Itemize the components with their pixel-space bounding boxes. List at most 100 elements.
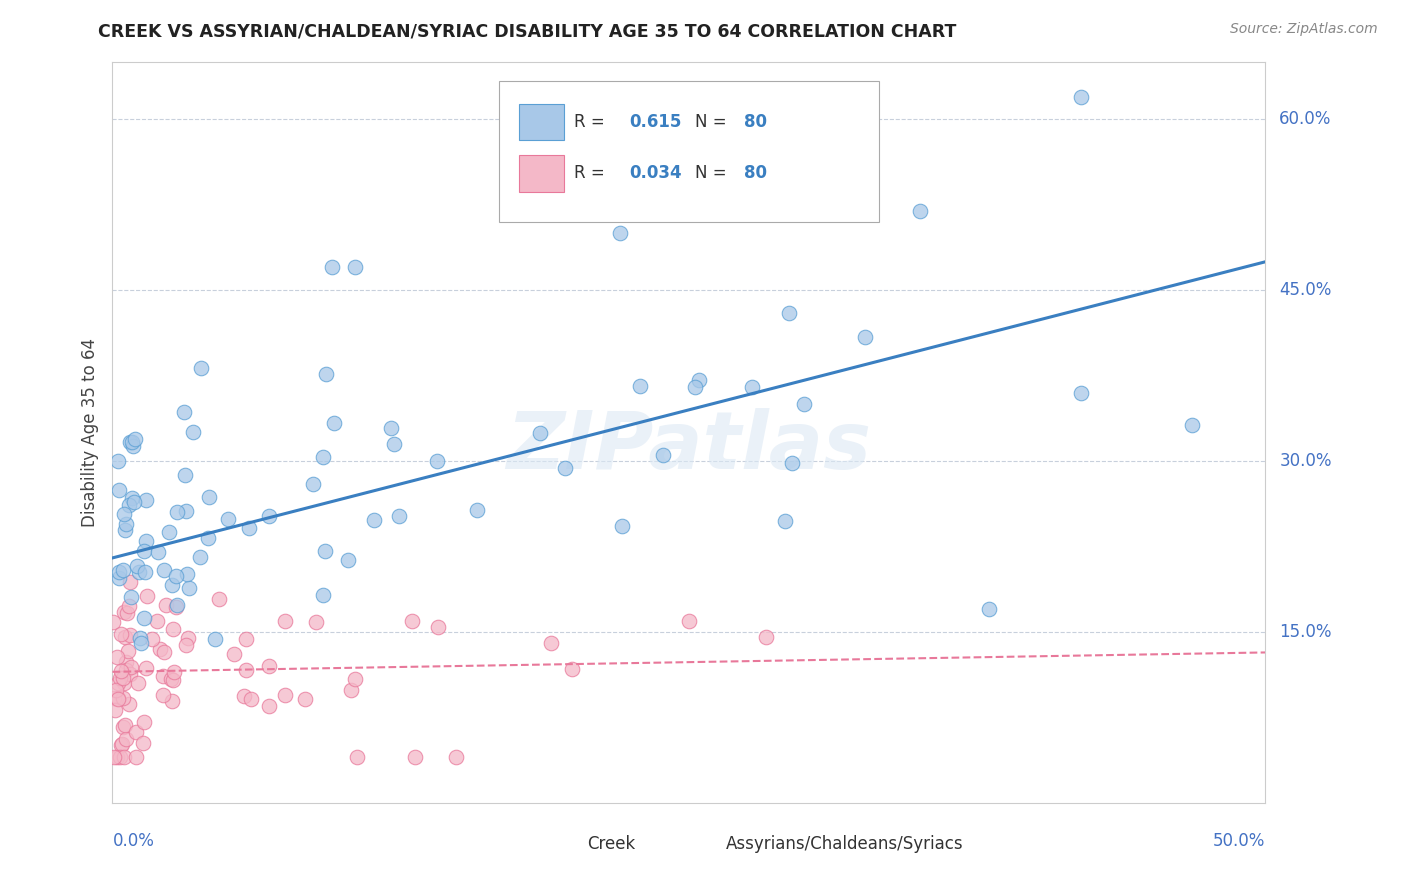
Point	[426, 454, 449, 468]
Point	[165, 599, 187, 614]
Point	[107, 676, 129, 690]
Point	[146, 545, 169, 559]
Point	[127, 676, 149, 690]
Point	[609, 227, 631, 241]
Point	[235, 663, 257, 677]
FancyBboxPatch shape	[519, 103, 564, 140]
Point	[401, 614, 423, 628]
Point	[908, 203, 931, 218]
Point	[314, 544, 336, 558]
Point	[110, 627, 132, 641]
Point	[108, 483, 131, 497]
Point	[152, 669, 174, 683]
Point	[321, 260, 343, 275]
Point	[162, 622, 184, 636]
FancyBboxPatch shape	[688, 831, 718, 855]
Point	[134, 543, 156, 558]
Point	[120, 435, 142, 450]
Point	[224, 647, 246, 661]
Point	[755, 630, 778, 644]
Text: Creek: Creek	[588, 835, 636, 853]
Text: 80: 80	[744, 112, 768, 130]
Point	[128, 565, 150, 579]
Point	[118, 697, 141, 711]
Point	[132, 736, 155, 750]
Point	[117, 499, 139, 513]
Point	[554, 461, 576, 475]
Point	[114, 523, 136, 537]
Point	[174, 638, 197, 652]
Point	[302, 477, 325, 491]
Point	[149, 641, 172, 656]
Point	[208, 591, 231, 606]
Point	[465, 503, 488, 517]
Point	[233, 689, 256, 703]
Point	[259, 508, 281, 523]
Point	[120, 667, 142, 681]
Y-axis label: Disability Age 35 to 64: Disability Age 35 to 64	[80, 338, 98, 527]
Point	[120, 659, 142, 673]
Point	[977, 602, 1000, 616]
Point	[853, 330, 876, 344]
Text: 60.0%: 60.0%	[1279, 111, 1331, 128]
Point	[1070, 89, 1092, 103]
Text: 45.0%: 45.0%	[1279, 281, 1331, 299]
Point	[166, 505, 188, 519]
Point	[181, 425, 204, 439]
Point	[173, 405, 195, 419]
Point	[176, 566, 198, 581]
Point	[163, 665, 186, 679]
Text: CREEK VS ASSYRIAN/CHALDEAN/SYRIAC DISABILITY AGE 35 TO 64 CORRELATION CHART: CREEK VS ASSYRIAN/CHALDEAN/SYRIAC DISABI…	[98, 22, 957, 40]
Point	[125, 724, 148, 739]
Point	[380, 421, 402, 435]
Point	[628, 379, 651, 393]
Point	[1181, 418, 1204, 433]
Point	[741, 380, 763, 394]
Point	[529, 425, 551, 440]
Point	[135, 534, 157, 549]
Text: 80: 80	[744, 164, 768, 183]
Point	[344, 672, 367, 686]
Point	[108, 750, 131, 764]
Point	[114, 664, 136, 678]
Point	[135, 590, 157, 604]
Point	[404, 750, 426, 764]
Point	[174, 504, 197, 518]
Point	[340, 682, 363, 697]
Point	[152, 563, 174, 577]
Text: 0.034: 0.034	[628, 164, 682, 183]
Point	[179, 581, 201, 595]
Point	[162, 694, 184, 708]
Point	[678, 614, 700, 628]
Point	[107, 453, 129, 467]
Point	[388, 509, 411, 524]
Point	[134, 565, 156, 579]
Point	[152, 645, 174, 659]
Point	[107, 691, 129, 706]
Point	[135, 492, 157, 507]
Point	[134, 611, 156, 625]
Point	[217, 511, 239, 525]
Point	[188, 549, 211, 564]
Point	[257, 699, 280, 714]
Point	[121, 434, 143, 449]
Point	[104, 703, 127, 717]
Point	[315, 367, 337, 381]
Point	[112, 672, 135, 686]
Point	[118, 599, 141, 614]
Point	[115, 606, 138, 620]
Point	[122, 495, 145, 509]
Point	[444, 750, 467, 764]
Point	[110, 664, 132, 678]
Point	[162, 577, 184, 591]
Text: R =: R =	[574, 164, 610, 183]
Point	[132, 715, 155, 730]
Point	[152, 688, 174, 702]
Point	[110, 671, 132, 685]
Point	[610, 519, 633, 533]
Point	[114, 630, 136, 644]
Point	[257, 659, 280, 673]
Point	[773, 514, 796, 528]
Point	[112, 508, 135, 522]
Point	[274, 688, 297, 702]
